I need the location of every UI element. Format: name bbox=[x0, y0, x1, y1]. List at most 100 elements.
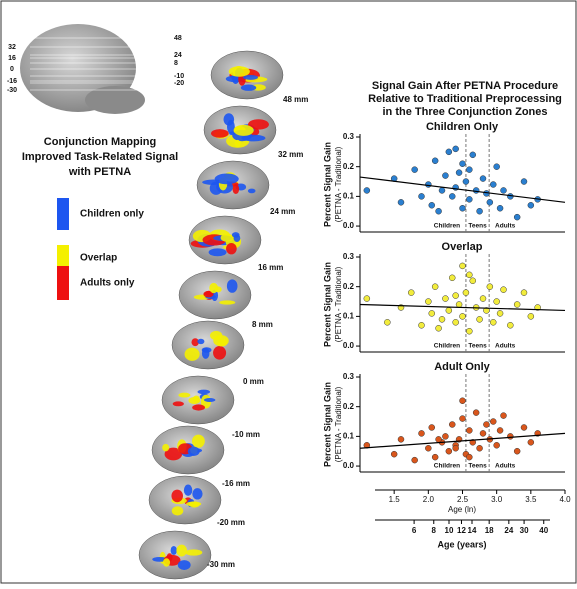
activation-blob bbox=[234, 125, 254, 136]
chart-title: Overlap bbox=[442, 241, 483, 253]
scatter-point bbox=[449, 422, 455, 428]
y-tick-label: 0.3 bbox=[343, 372, 355, 381]
activation-blob bbox=[162, 444, 169, 452]
scatter-point bbox=[432, 284, 438, 290]
activation-blob bbox=[178, 393, 190, 398]
scatter-point bbox=[429, 424, 435, 430]
scatter-point bbox=[439, 316, 445, 322]
y-tick-label: 0.0 bbox=[343, 341, 355, 350]
scatter-point bbox=[490, 419, 496, 425]
scatter-point bbox=[521, 290, 527, 296]
scatter-point bbox=[408, 290, 414, 296]
activation-blob bbox=[173, 401, 184, 406]
x-tick-label: 2.0 bbox=[423, 495, 435, 504]
activation-blob bbox=[227, 279, 238, 292]
x2-tick-label: 18 bbox=[485, 526, 494, 535]
scatter-point bbox=[460, 313, 466, 319]
scatter-point bbox=[446, 448, 452, 454]
scatter-point bbox=[453, 445, 459, 451]
scatter-point bbox=[419, 193, 425, 199]
zone-label: Children bbox=[434, 223, 460, 230]
activation-blob bbox=[243, 75, 258, 80]
activation-blob bbox=[163, 558, 170, 566]
scatter-point bbox=[449, 193, 455, 199]
zone-label: Adults bbox=[495, 343, 516, 350]
scatter-point bbox=[494, 164, 500, 170]
legend-label: Adults only bbox=[80, 278, 135, 289]
scatter-point bbox=[501, 287, 507, 293]
activation-blob bbox=[235, 140, 241, 148]
scatter-point bbox=[364, 187, 370, 193]
activation-blob bbox=[217, 339, 227, 346]
y-axis-label: Percent Signal Gain bbox=[322, 142, 332, 227]
scatter-point bbox=[456, 170, 462, 176]
x2-tick-label: 30 bbox=[520, 526, 529, 535]
scatter-point bbox=[507, 433, 513, 439]
scatter-point bbox=[463, 179, 469, 185]
scatter-point bbox=[528, 202, 534, 208]
scatter-point bbox=[528, 313, 534, 319]
activation-blob bbox=[186, 502, 201, 507]
scatter-point bbox=[490, 182, 496, 188]
slice-label: 0 mm bbox=[243, 377, 264, 386]
activation-blob bbox=[192, 435, 205, 448]
level-label: 8 bbox=[174, 60, 178, 67]
fit-line bbox=[360, 433, 565, 448]
level-label: 16 bbox=[8, 55, 16, 62]
activation-blob bbox=[171, 546, 177, 555]
level-label: 24 bbox=[174, 52, 182, 59]
scatter-point bbox=[477, 445, 483, 451]
scatter-point bbox=[480, 296, 486, 302]
scatter-point bbox=[442, 296, 448, 302]
scatter-point bbox=[494, 299, 500, 305]
scatter-point bbox=[507, 322, 513, 328]
scatter-point bbox=[412, 457, 418, 463]
scatter-point bbox=[425, 182, 431, 188]
scatter-point bbox=[429, 310, 435, 316]
scatter-point bbox=[436, 325, 442, 331]
left-title: Conjunction Mapping bbox=[44, 136, 156, 148]
scatter-point bbox=[463, 290, 469, 296]
scatter-point bbox=[419, 430, 425, 436]
scatter-point bbox=[425, 299, 431, 305]
legend-label: Children only bbox=[80, 209, 144, 220]
scatter-point bbox=[494, 442, 500, 448]
scatter-point bbox=[460, 398, 466, 404]
left-title: Improved Task-Related Signal bbox=[22, 151, 178, 163]
activation-blob bbox=[248, 189, 256, 194]
scatter-point bbox=[432, 454, 438, 460]
x2-tick-label: 6 bbox=[412, 526, 417, 535]
slice-label: -10 mm bbox=[232, 430, 260, 439]
zone-label: Children bbox=[434, 463, 460, 470]
activation-blob bbox=[193, 395, 200, 402]
scatter-point bbox=[384, 319, 390, 325]
activation-blob bbox=[210, 331, 222, 340]
y-tick-label: 0.3 bbox=[343, 252, 355, 261]
x2-tick-label: 14 bbox=[468, 526, 477, 535]
activation-blob bbox=[172, 506, 184, 515]
left-title: with PETNA bbox=[68, 166, 131, 178]
scatter-point bbox=[501, 187, 507, 193]
y-tick-label: 0.1 bbox=[343, 311, 355, 320]
activation-blob bbox=[233, 184, 240, 194]
scatter-point bbox=[425, 445, 431, 451]
y-axis-label: Percent Signal Gain bbox=[322, 262, 332, 347]
activation-blob bbox=[215, 286, 222, 292]
scatter-point bbox=[466, 167, 472, 173]
scatter-point bbox=[439, 187, 445, 193]
scatter-point bbox=[470, 278, 476, 284]
figure: 32160-16-3048248-10-20Conjunction Mappin… bbox=[0, 0, 577, 584]
zone-label: Children bbox=[434, 343, 460, 350]
y-tick-label: 0.3 bbox=[343, 132, 355, 141]
scatter-point bbox=[412, 167, 418, 173]
slice-label: -30 mm bbox=[207, 560, 235, 569]
scatter-point bbox=[473, 187, 479, 193]
scatter-point bbox=[483, 422, 489, 428]
y-tick-label: 0.2 bbox=[343, 282, 355, 291]
scatter-point bbox=[460, 416, 466, 422]
level-label: -10 bbox=[174, 73, 184, 80]
scatter-point bbox=[466, 196, 472, 202]
scatter-point bbox=[521, 424, 527, 430]
scatter-point bbox=[477, 316, 483, 322]
y-tick-label: 0.2 bbox=[343, 162, 355, 171]
